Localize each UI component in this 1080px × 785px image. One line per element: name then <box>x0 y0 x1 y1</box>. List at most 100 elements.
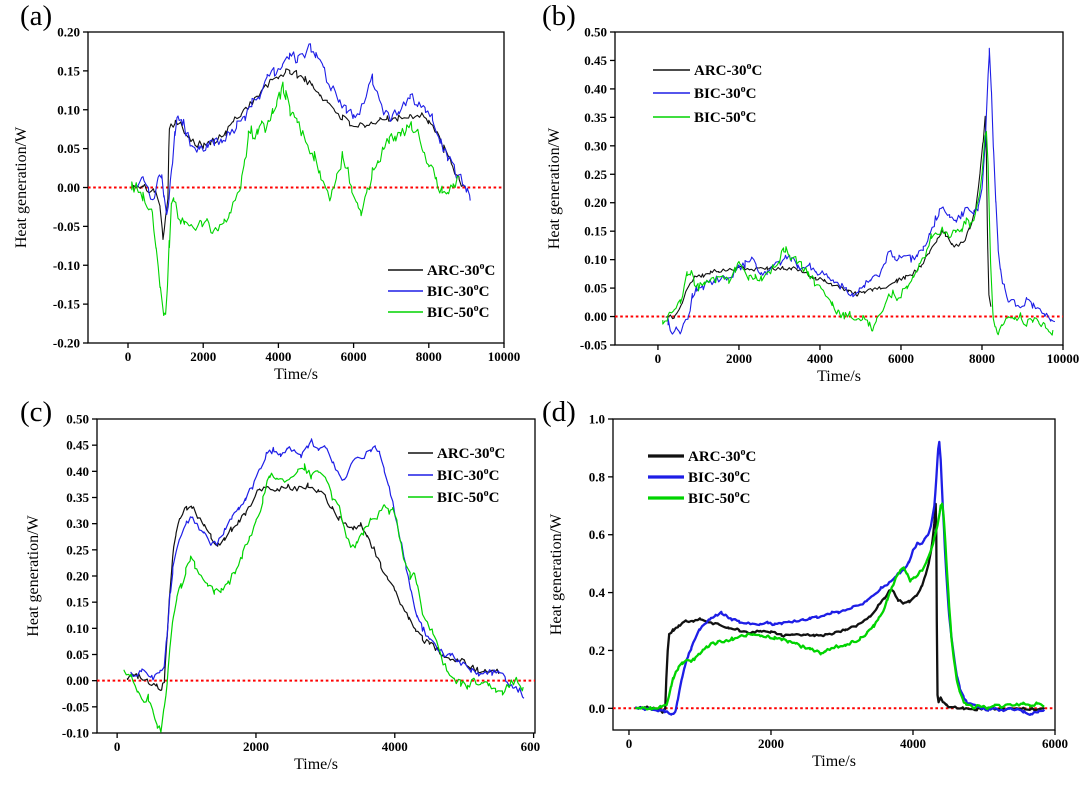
legend-label-BIC-50C: BIC-50oC <box>694 108 757 126</box>
plot-box <box>614 31 1064 346</box>
legend-label-BIC-30C: BIC-30oC <box>437 466 500 484</box>
x-tick-label: 2000 <box>190 349 216 364</box>
y-tick-label: 0.8 <box>589 469 606 484</box>
legend-label-BIC-30C: BIC-30oC <box>427 282 490 300</box>
y-tick-label: 0.05 <box>57 141 80 156</box>
y-tick-label: 0.00 <box>584 309 607 324</box>
series-ARC-30C-line <box>126 482 500 691</box>
y-tick-label: 0.10 <box>66 621 89 636</box>
x-axis-title: Time/s <box>812 753 856 770</box>
legend-label-ARC-30C: ARC-30oC <box>437 444 505 462</box>
legend-label-BIC-50C: BIC-50oC <box>688 489 751 507</box>
x-tick-label: 8000 <box>416 349 442 364</box>
y-tick-label: 0.2 <box>589 643 605 658</box>
y-tick-label: -0.10 <box>53 258 80 273</box>
panel-b-plot: 0 2000 4000 6000 8000 10000 -0.05 0.00 0.05 0.10 0… <box>546 25 1080 386</box>
y-tick-label: 0.35 <box>584 110 607 125</box>
x-tick-label: 0 <box>114 739 121 754</box>
x-axis-title: Time/s <box>294 756 338 773</box>
panel-d: (d) 0 2000 4000 6000 0.0 0.2 0.4 0.6 0.8 1.0 Time/… <box>540 392 1080 785</box>
y-tick-label: -0.05 <box>62 699 90 714</box>
y-tick-label: -0.05 <box>580 338 608 353</box>
panel-a-label: (a) <box>20 0 53 32</box>
y-tick-label: 0.10 <box>584 252 607 267</box>
x-tick-label: 2000 <box>243 739 269 754</box>
y-tick-label: 0.15 <box>57 63 80 78</box>
x-tick-label: 10000 <box>488 349 521 364</box>
x-tick-label: 6000 <box>521 739 540 754</box>
y-tick-label: 0.35 <box>66 490 89 505</box>
y-tick-label: 0.20 <box>584 195 607 210</box>
x-tick-label: 2000 <box>726 351 752 366</box>
series-BIC-50C-line <box>131 81 459 317</box>
y-axis-title: Heat generation/W <box>13 126 30 248</box>
x-axis-title: Time/s <box>274 366 318 383</box>
y-tick-label: 0.25 <box>584 167 607 182</box>
series-ARC-30C-line <box>634 502 1045 714</box>
y-tick-label: -0.10 <box>62 726 89 741</box>
series-BIC-50C-line <box>662 130 1054 336</box>
y-tick-label: -0.15 <box>53 297 81 312</box>
y-tick-label: 0.20 <box>66 569 89 584</box>
y-tick-label: 0.05 <box>584 281 607 296</box>
y-tick-label: 0.6 <box>589 527 606 542</box>
x-tick-label: 4000 <box>265 349 291 364</box>
y-tick-label: 0.45 <box>66 438 89 453</box>
panel-b-label: (b) <box>542 0 576 32</box>
panel-d-label: (d) <box>542 396 576 428</box>
panel-a: (a) 0 2000 4000 6000 8000 10000 -0.20 -0.15 -0.1… <box>0 0 540 393</box>
y-tick-label: 0.00 <box>66 673 89 688</box>
panel-d-plot: 0 2000 4000 6000 0.0 0.2 0.4 0.6 0.8 1.0 Time/s Hea… <box>548 412 1068 771</box>
legend-label-BIC-30C: BIC-30oC <box>694 84 757 102</box>
legend-label-BIC-50C: BIC-50oC <box>437 488 500 506</box>
y-tick-label: 0.0 <box>589 701 605 716</box>
panel-c: (c) 0200040006000-0.10-0.050.000.050.100… <box>0 392 540 785</box>
x-tick-label: 4000 <box>382 739 408 754</box>
legend-label-ARC-30C: ARC-30oC <box>694 61 762 79</box>
y-tick-label: 0.50 <box>66 412 89 427</box>
x-tick-label: 0 <box>125 349 132 364</box>
y-axis-title: Heat generation/W <box>546 127 563 249</box>
y-tick-label: 0.25 <box>66 542 89 557</box>
y-tick-label: 0.45 <box>584 53 607 68</box>
y-tick-label: 0.30 <box>66 516 89 531</box>
x-tick-label: 0 <box>626 736 633 751</box>
y-axis-title: Heat generation/W <box>548 513 565 635</box>
series-BIC-30C-line <box>130 438 525 699</box>
x-tick-label: 10000 <box>1047 351 1080 366</box>
x-tick-label: 4000 <box>900 736 926 751</box>
x-tick-label: 6000 <box>888 351 914 366</box>
y-tick-label: 0.15 <box>66 595 89 610</box>
series-ARC-30C-line <box>133 68 465 240</box>
y-tick-label: -0.05 <box>53 219 81 234</box>
y-tick-label: 0.20 <box>57 25 80 40</box>
x-tick-label: 6000 <box>1042 736 1068 751</box>
y-tick-label: 0.40 <box>584 81 607 96</box>
y-axis-title: Heat generation/W <box>25 514 42 636</box>
series-ARC-30C-line <box>665 115 992 320</box>
y-tick-label: 0.50 <box>584 25 607 40</box>
x-axis-title: Time/s <box>817 368 861 385</box>
y-tick-label: 1.0 <box>589 412 605 427</box>
legend-label-BIC-50C: BIC-50oC <box>427 303 490 321</box>
series-BIC-30C-line <box>136 43 471 216</box>
y-tick-label: -0.20 <box>53 336 80 351</box>
y-tick-label: 0.40 <box>66 464 89 479</box>
x-tick-label: 0 <box>655 351 662 366</box>
series-BIC-50C-line <box>634 502 1045 711</box>
y-tick-label: 0.15 <box>584 224 607 239</box>
y-tick-label: 0.30 <box>584 138 607 153</box>
y-tick-label: 0.10 <box>57 102 80 117</box>
panel-c-label: (c) <box>20 396 53 428</box>
legend-label-ARC-30C: ARC-30oC <box>688 447 756 465</box>
plot-box <box>612 418 1056 731</box>
series-BIC-50C-line <box>123 463 524 733</box>
panel-b: (b) 0 2000 4000 6000 8000 10000 -0.05 0.00 0.05 0… <box>540 0 1080 393</box>
y-tick-label: 0.4 <box>589 585 606 600</box>
legend-label-ARC-30C: ARC-30oC <box>427 261 495 279</box>
x-tick-label: 8000 <box>969 351 995 366</box>
panel-a-plot: 0 2000 4000 6000 8000 10000 -0.20 -0.15 -0.10 -0.… <box>13 25 521 384</box>
x-tick-label: 2000 <box>758 736 784 751</box>
x-tick-label: 6000 <box>341 349 367 364</box>
